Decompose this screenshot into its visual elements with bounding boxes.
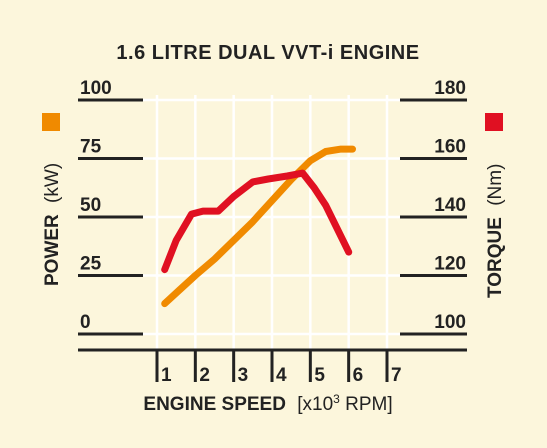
right-tick-label: 160: [434, 137, 466, 158]
torque-axis-label: TORQUE (Nm): [485, 164, 506, 298]
left-axis-ticks: 0 25 50 75 100: [80, 78, 112, 333]
torque-legend-swatch: [485, 113, 503, 131]
x-tick-label: 7: [391, 365, 402, 386]
power-axis-label-text: POWER: [42, 214, 63, 286]
x-axis-unit-suffix: RPM]: [340, 394, 393, 415]
power-legend-swatch: [42, 113, 60, 131]
torque-curve: [161, 169, 353, 274]
x-axis-label: ENGINE SPEED [x103 RPM]: [143, 392, 392, 415]
chart-title: 1.6 LITRE DUAL VVT-i ENGINE: [116, 42, 419, 64]
horizontal-rules: [78, 98, 467, 336]
x-axis-unit-exponent: 3: [333, 392, 340, 406]
x-tick-label: 6: [353, 365, 364, 386]
vertical-gridlines: [155, 95, 389, 350]
x-axis-unit-prefix: [x10: [297, 394, 333, 415]
x-tick-label: 1: [161, 365, 172, 386]
x-axis-label-text: ENGINE SPEED: [143, 394, 286, 415]
left-tick-label: 0: [80, 312, 91, 333]
right-axis-ticks: 100 120 140 160 180: [434, 78, 466, 333]
torque-axis-unit: (Nm): [485, 164, 506, 206]
right-tick-label: 100: [434, 312, 466, 333]
right-tick-label: 120: [434, 254, 466, 275]
left-tick-label: 75: [80, 137, 102, 158]
left-tick-label: 25: [80, 254, 102, 275]
left-tick-label: 100: [80, 78, 112, 99]
right-tick-label: 180: [434, 78, 466, 99]
left-tick-label: 50: [80, 195, 101, 216]
torque-axis-label-text: TORQUE: [485, 217, 506, 298]
x-tick-label: 2: [199, 365, 210, 386]
x-tick-label: 4: [276, 365, 287, 386]
x-tick-label: 3: [238, 365, 249, 386]
power-axis-unit: (kW): [42, 163, 63, 203]
x-tick-label: 5: [314, 365, 325, 386]
power-axis-label: POWER (kW): [42, 163, 63, 286]
power-curve: [161, 145, 356, 308]
series-layer: [161, 145, 356, 308]
x-axis-ticks: 1 2 3 4 5 6 7: [155, 350, 402, 386]
right-tick-label: 140: [434, 195, 466, 216]
